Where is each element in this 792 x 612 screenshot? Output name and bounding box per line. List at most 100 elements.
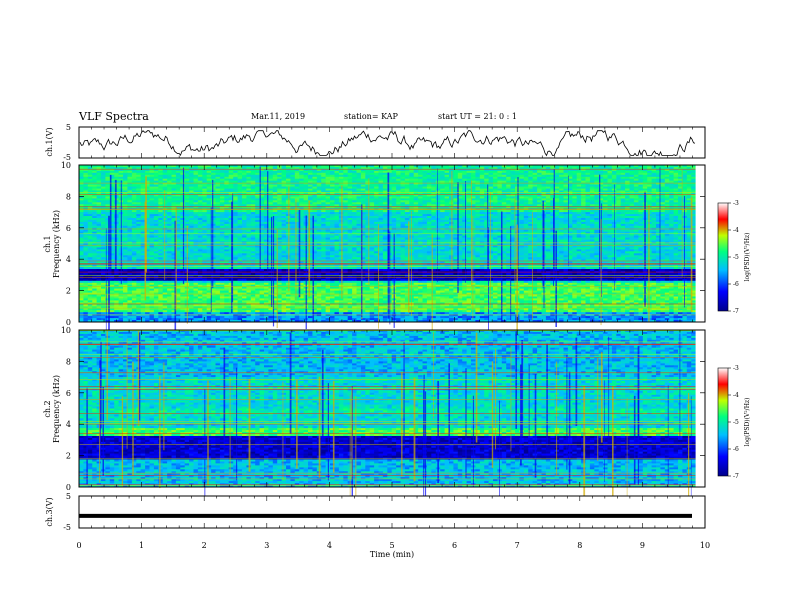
spectrogram-cell <box>163 173 168 175</box>
spectrogram-cell <box>101 179 106 181</box>
spectrogram-cell <box>189 226 194 228</box>
spectrogram-cell <box>418 222 423 224</box>
spectrogram-cell <box>401 185 406 187</box>
spectrogram-cell <box>361 185 366 187</box>
spectrogram-cell <box>326 212 331 214</box>
spectrogram-cell <box>594 200 599 202</box>
spectrogram-cell <box>220 216 225 218</box>
spectrogram-cell <box>687 175 692 177</box>
spectrogram-cell <box>198 212 203 214</box>
spectrogram-cell <box>123 196 128 198</box>
spectrogram-cell <box>502 220 507 222</box>
spectrogram-cell <box>396 187 401 189</box>
spectrogram-cell <box>185 216 190 218</box>
spectrogram-cell <box>370 179 375 181</box>
spectrogram-cell <box>577 196 582 198</box>
spectrogram-cell <box>581 222 586 224</box>
spectrogram-cell <box>242 226 247 228</box>
spectrogram-cell <box>158 200 163 202</box>
spectrogram-cell <box>533 196 538 198</box>
spectrogram-cell <box>577 220 582 222</box>
spectrogram-cell <box>343 175 348 177</box>
spectrogram-cell <box>348 216 353 218</box>
spectrogram-cell <box>669 226 674 228</box>
spectrogram-cell <box>405 210 410 212</box>
spectrogram-cell <box>370 222 375 224</box>
spectrogram-cell <box>625 220 630 222</box>
spectrogram-cell <box>220 212 225 214</box>
spectrogram-cell <box>185 181 190 183</box>
spectrogram-cell <box>405 196 410 198</box>
spectrogram-cell <box>423 181 428 183</box>
spectrogram-cell <box>647 185 652 187</box>
spectrogram-cell <box>462 187 467 189</box>
spectrogram-cell <box>79 181 84 183</box>
spectrogram-cell <box>348 210 353 212</box>
spectrogram-cell <box>127 222 132 224</box>
spectrogram-cell <box>506 181 511 183</box>
spectrogram-cell <box>163 181 168 183</box>
spectrogram-cell <box>511 179 516 181</box>
spectrogram-cell <box>638 187 643 189</box>
spectrogram-cell <box>467 216 472 218</box>
spectrogram-cell <box>83 179 88 181</box>
spectrogram-cell <box>414 179 419 181</box>
spectrogram-cell <box>326 175 331 177</box>
spectrogram-cell <box>533 202 538 204</box>
spectrogram-cell <box>638 181 643 183</box>
spectrogram-cell <box>559 173 564 175</box>
spectrogram-cell <box>445 202 450 204</box>
spectrogram-cell <box>621 216 626 218</box>
spectrogram-cell <box>290 226 295 228</box>
spectrogram-cell <box>123 216 128 218</box>
spectrogram-cell <box>537 220 542 222</box>
spectrogram-cell <box>524 202 529 204</box>
spectrogram-cell <box>127 185 132 187</box>
spectrogram-cell <box>669 196 674 198</box>
spectrogram-cell <box>290 202 295 204</box>
spectrogram-cell <box>233 220 238 222</box>
spectrogram-cell <box>643 185 648 187</box>
spectrogram-cell <box>480 179 485 181</box>
spectrogram-cell <box>603 202 608 204</box>
spectrogram-cell <box>233 181 238 183</box>
spectrogram-cell <box>594 187 599 189</box>
spectrogram-cell <box>594 196 599 198</box>
spectrogram-cell <box>216 222 221 224</box>
spectrogram-cell <box>154 196 159 198</box>
spectrogram-cell <box>643 179 648 181</box>
spectrogram-cell <box>418 187 423 189</box>
spectrogram-cell <box>304 185 309 187</box>
spectrogram-cell <box>163 187 168 189</box>
spectrogram-cell <box>634 196 639 198</box>
spectrogram-cell <box>295 173 300 175</box>
spectrogram-cell <box>246 226 251 228</box>
spectrogram-cell <box>365 212 370 214</box>
spectrogram-cell <box>427 187 432 189</box>
spectrogram-cell <box>396 212 401 214</box>
spectrogram-cell <box>339 173 344 175</box>
spectrogram-cell <box>634 212 639 214</box>
spectrogram-cell <box>555 222 560 224</box>
spectrogram-cell <box>163 175 168 177</box>
spectrogram-cell <box>537 226 542 228</box>
spectrogram-cell <box>489 175 494 177</box>
spectrogram-cell <box>97 173 102 175</box>
spectrogram-cell <box>141 175 146 177</box>
spectrogram-cell <box>361 175 366 177</box>
spectrogram-cell <box>480 173 485 175</box>
spectrogram-cell <box>136 216 141 218</box>
spectrogram-cell <box>251 187 256 189</box>
spectrogram-cell <box>150 179 155 181</box>
spectrogram-cell <box>268 220 273 222</box>
spectrogram-cell <box>290 220 295 222</box>
spectrogram-cell <box>383 187 388 189</box>
spectrogram-cell <box>559 187 564 189</box>
spectrogram-cell <box>167 196 172 198</box>
spectrogram-cell <box>290 222 295 224</box>
spectrogram-cell <box>308 185 313 187</box>
spectrogram-cell <box>251 210 256 212</box>
spectrogram-cell <box>304 210 309 212</box>
spectrogram-cell <box>480 196 485 198</box>
spectrogram-cell <box>317 175 322 177</box>
